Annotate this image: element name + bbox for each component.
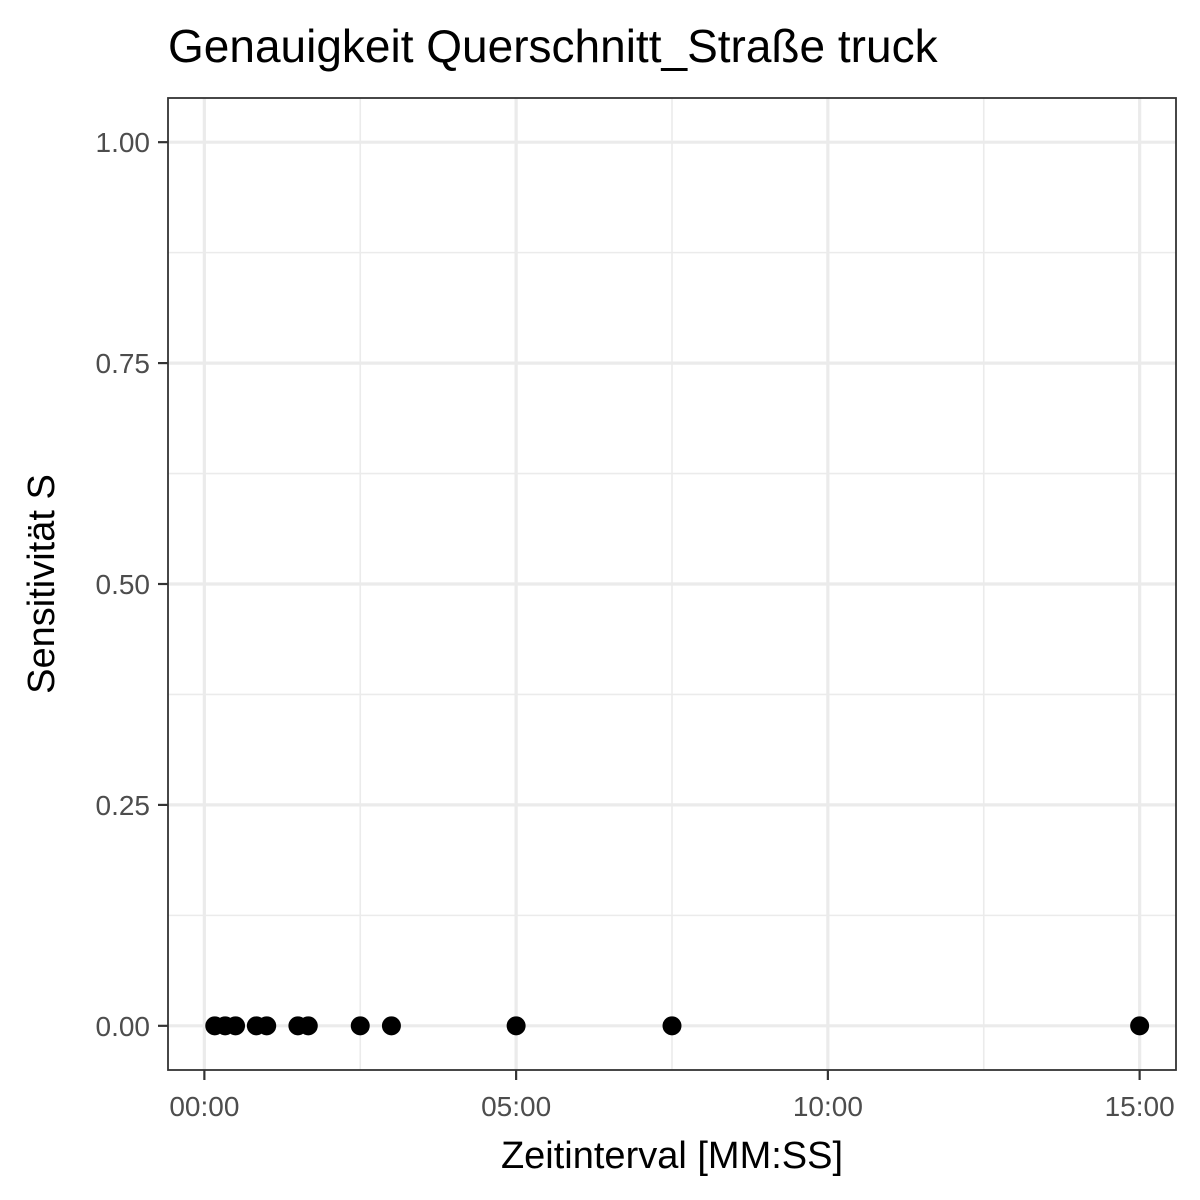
y-axis: 0.00 0.25 0.50 0.75 1.00: [96, 127, 168, 1042]
data-point: [381, 1016, 401, 1036]
chart-title: Genauigkeit Querschnitt_Straße truck: [168, 20, 939, 72]
x-tick-label: 05:00: [481, 1091, 551, 1122]
x-tick-label: 00:00: [169, 1091, 239, 1122]
x-tick-label: 10:00: [793, 1091, 863, 1122]
data-point: [506, 1016, 526, 1036]
y-axis-title: Sensitivität S: [21, 474, 63, 694]
y-tick-label: 1.00: [96, 127, 151, 158]
data-point: [298, 1016, 318, 1036]
data-points: [205, 1016, 1150, 1036]
data-point: [226, 1016, 246, 1036]
data-point: [350, 1016, 370, 1036]
x-axis-title: Zeitinterval [MM:SS]: [501, 1135, 843, 1177]
y-tick-label: 0.25: [96, 790, 151, 821]
data-point: [662, 1016, 682, 1036]
y-tick-label: 0.00: [96, 1011, 151, 1042]
y-tick-label: 0.50: [96, 569, 151, 600]
x-tick-label: 15:00: [1105, 1091, 1175, 1122]
x-axis: 00:00 05:00 10:00 15:00: [169, 1070, 1175, 1122]
data-point: [1130, 1016, 1150, 1036]
data-point: [257, 1016, 277, 1036]
major-gridlines: [168, 98, 1176, 1070]
y-tick-label: 0.75: [96, 348, 151, 379]
